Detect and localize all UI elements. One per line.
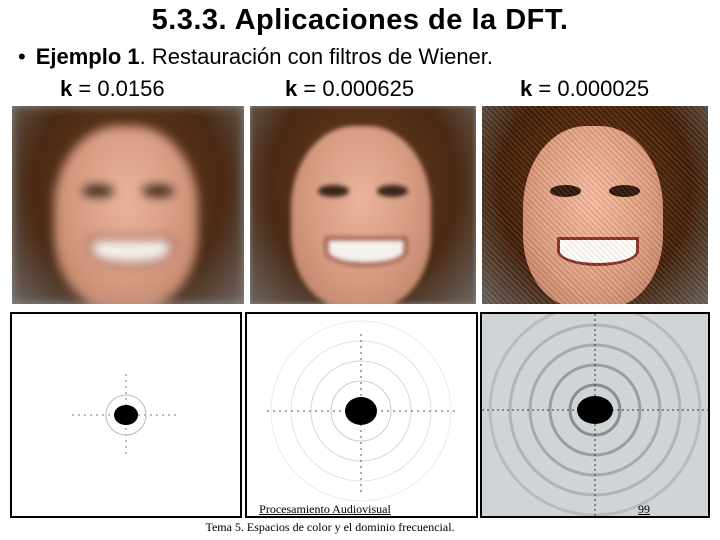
spectrum-plot-2 bbox=[267, 320, 457, 502]
example-label: Ejemplo 1 bbox=[35, 44, 140, 69]
k-label-3: k = 0.000025 bbox=[520, 76, 650, 101]
k-label-2: k = 0.000625 bbox=[285, 76, 415, 101]
k-label-1: k = 0.0156 bbox=[60, 76, 165, 101]
spectrum-image-3 bbox=[480, 312, 710, 518]
spectrum-image-1 bbox=[10, 312, 242, 518]
restored-image-1 bbox=[12, 106, 244, 304]
footer-course: Procesamiento Audiovisual bbox=[259, 502, 391, 516]
spectrum-plot-3 bbox=[482, 314, 708, 516]
example-text: . Restauración con filtros de Wiener. bbox=[139, 44, 494, 69]
spectrum-plot-1 bbox=[72, 374, 180, 454]
bullet-symbol: • bbox=[18, 44, 26, 69]
footer-topic: Tema 5. Espacios de color y el dominio f… bbox=[205, 520, 455, 534]
spectrum-image-2 bbox=[245, 312, 478, 518]
restored-image-3 bbox=[482, 106, 708, 304]
restored-image-2 bbox=[250, 106, 476, 304]
page-number: 99 bbox=[638, 502, 650, 516]
bullet-example: • Ejemplo 1. Restauración con filtros de … bbox=[18, 44, 493, 70]
slide-title: 5.3.3. Aplicaciones de la DFT. bbox=[151, 4, 569, 36]
